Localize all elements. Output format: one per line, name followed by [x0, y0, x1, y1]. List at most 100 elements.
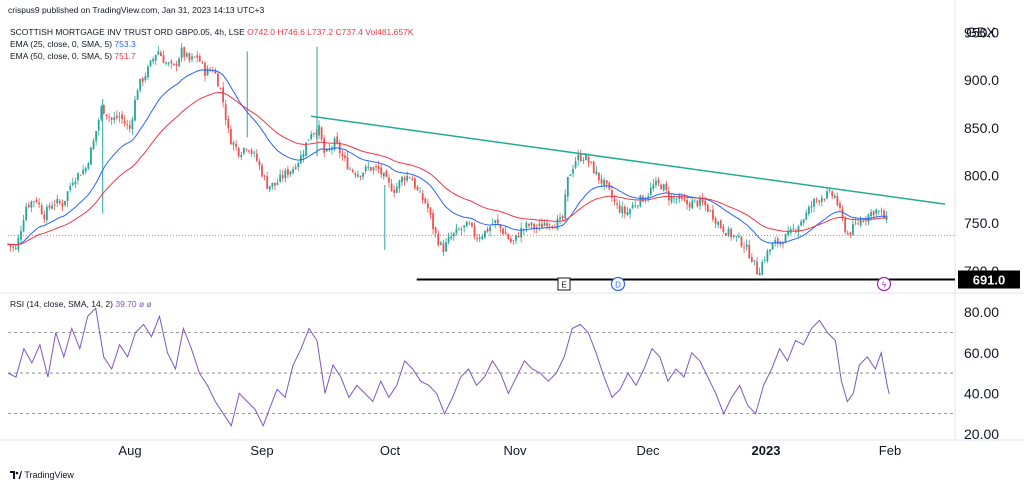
candle-body	[473, 225, 476, 237]
candle-body	[530, 222, 533, 226]
candle-body	[172, 63, 175, 65]
candle-body	[691, 200, 694, 209]
candle-body	[660, 184, 663, 190]
candle-body	[758, 272, 761, 276]
tradingview-logo: TradingView	[10, 470, 74, 480]
instrument-legend: SCOTTISH MORTGAGE INV TRUST ORD GBP0.05,…	[10, 27, 414, 38]
candle-body	[673, 198, 675, 199]
candle-body	[875, 209, 878, 214]
candle-body	[753, 260, 756, 261]
time-tick-label: Dec	[636, 443, 660, 458]
candle-body	[403, 177, 406, 181]
time-tick-label: Sep	[250, 443, 273, 458]
candle-body	[377, 166, 380, 169]
ema25-legend: EMA (25, close, 0, SMA, 5) 753.3	[10, 39, 136, 50]
candle-body	[134, 99, 136, 121]
candle-body	[507, 234, 510, 239]
candle-body	[631, 205, 634, 209]
candle-body	[372, 167, 375, 171]
candle-body	[198, 56, 201, 62]
candle-body	[618, 205, 621, 213]
candle-body	[629, 209, 631, 214]
candle-body	[369, 166, 372, 171]
candle-body	[595, 171, 598, 175]
candle-body	[131, 119, 134, 130]
candle-body	[154, 54, 157, 61]
candle-body	[250, 150, 253, 154]
candle-body	[141, 78, 144, 82]
candle-body	[170, 61, 173, 64]
candle-body	[528, 224, 530, 226]
candle-body	[776, 238, 779, 244]
candle-body	[740, 236, 743, 247]
price-tick-label: 850.0	[964, 120, 999, 136]
candle-body	[113, 117, 116, 120]
event-marker-label: E	[561, 281, 566, 290]
candle-body	[245, 149, 248, 151]
candle-body	[302, 153, 305, 158]
candle-body	[880, 210, 883, 212]
instrument-title: SCOTTISH MORTGAGE INV TRUST ORD GBP0.05,…	[10, 27, 245, 37]
candle-body	[616, 203, 618, 205]
candle-body	[157, 51, 160, 55]
candle-body	[839, 203, 841, 208]
candle-body	[460, 229, 463, 231]
candle-body	[385, 170, 388, 177]
candle-body	[605, 180, 608, 184]
candle-body	[579, 153, 582, 162]
candle-body	[737, 235, 740, 238]
candle-body	[61, 203, 64, 207]
candle-body	[548, 224, 551, 226]
candle-body	[841, 208, 844, 219]
candle-body	[535, 226, 538, 228]
candle-body	[491, 223, 494, 225]
candle-body	[517, 235, 520, 238]
event-marker-label: ϟ	[882, 281, 887, 290]
candle-body	[600, 179, 603, 184]
candle-body	[745, 244, 748, 247]
candle-body	[294, 167, 297, 169]
candle-body	[416, 186, 419, 191]
candle-body	[48, 205, 51, 208]
candle-body	[227, 118, 230, 129]
ema25-label: EMA (25, close, 0, SMA, 5)	[10, 39, 113, 49]
candle-body	[95, 131, 98, 141]
candle-body	[657, 179, 660, 184]
candle-body	[237, 147, 240, 157]
candle-body	[551, 226, 554, 227]
candle-body	[359, 175, 362, 177]
candle-body	[598, 172, 600, 181]
candle-body	[818, 200, 821, 202]
candle-body	[541, 223, 543, 228]
candle-body	[732, 235, 735, 237]
candle-body	[639, 195, 642, 207]
candle-body	[849, 232, 852, 235]
candle-body	[807, 206, 810, 215]
candle-body	[587, 156, 590, 163]
candle-body	[393, 189, 396, 193]
ema50-label: EMA (50, close, 0, SMA, 5)	[10, 51, 113, 61]
candle-body	[836, 195, 839, 205]
candle-body	[465, 221, 468, 227]
candle-body	[727, 228, 730, 236]
candle-body	[92, 140, 95, 150]
candle-body	[56, 198, 59, 204]
candle-body	[406, 175, 409, 181]
candle-body	[823, 199, 826, 200]
candle-body	[452, 232, 455, 237]
support-price-tag	[958, 270, 1020, 289]
candle-body	[862, 221, 865, 222]
candle-body	[69, 186, 72, 190]
candle-body	[53, 204, 56, 206]
candle-body	[463, 225, 466, 228]
candle-body	[27, 204, 30, 208]
rsi-label: RSI (14, close, SMA, 14, 2)	[10, 299, 113, 309]
price-tick-label: 800.0	[964, 167, 999, 183]
candle-body	[206, 68, 209, 76]
candle-body	[515, 235, 517, 241]
candle-body	[9, 244, 12, 247]
candle-body	[468, 223, 471, 225]
candle-body	[318, 125, 320, 136]
candle-body	[139, 78, 142, 91]
